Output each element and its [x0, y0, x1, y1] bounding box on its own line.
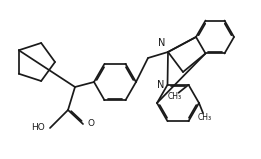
Text: O: O	[88, 120, 95, 128]
Text: CH₃: CH₃	[198, 113, 212, 121]
Text: CH₃: CH₃	[168, 92, 182, 101]
Text: HO: HO	[31, 124, 45, 132]
Text: N: N	[158, 38, 165, 48]
Text: N: N	[157, 80, 164, 90]
